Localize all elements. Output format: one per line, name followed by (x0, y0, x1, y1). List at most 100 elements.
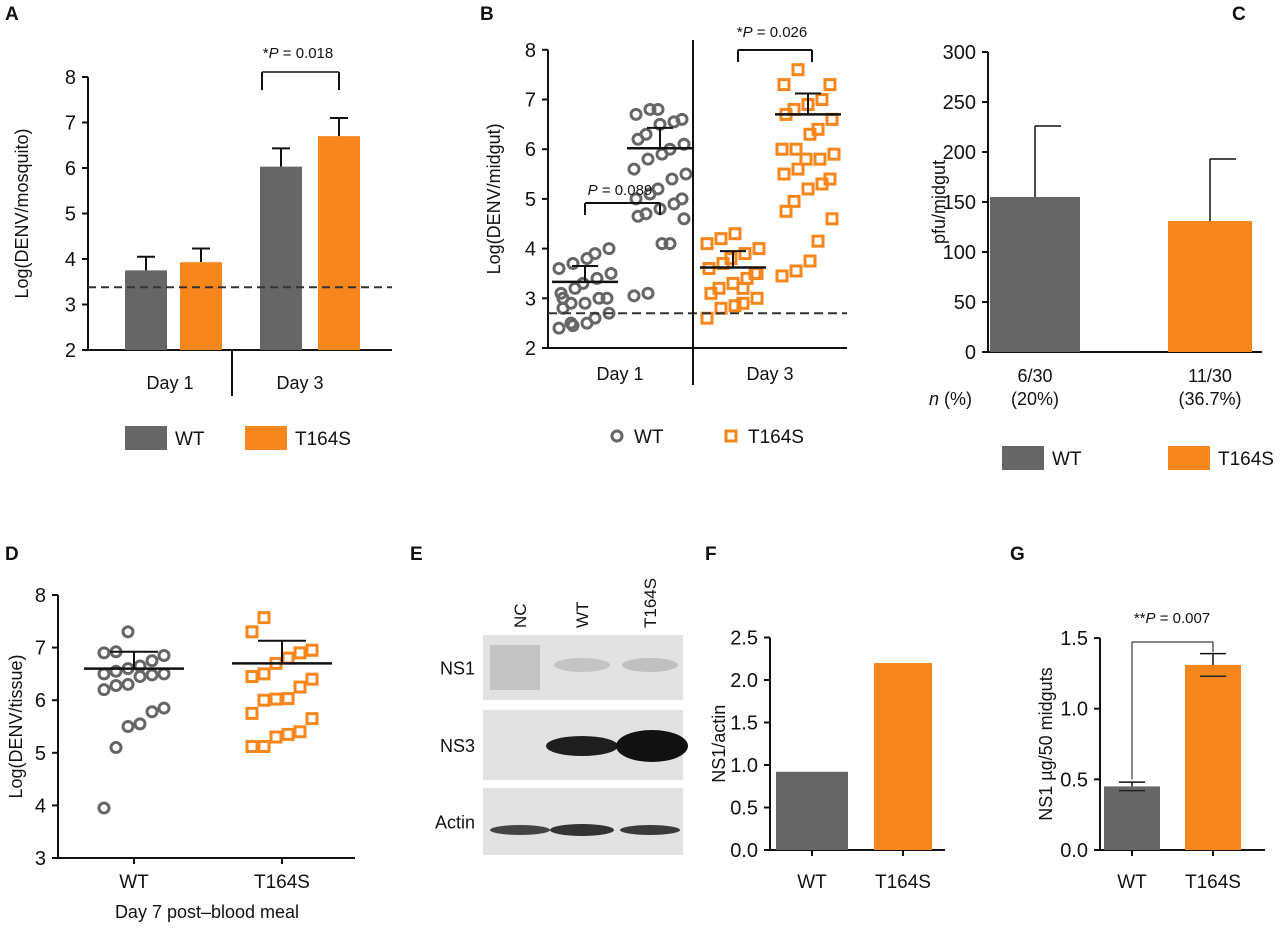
panel-b-point-t164s (811, 234, 825, 248)
panel-e-lane-label: T164S (641, 578, 660, 628)
panel-c-n-label: 6/30 (1017, 366, 1052, 386)
panel-d-point-t164s (245, 706, 259, 720)
panel-b-point-t164s (787, 102, 801, 116)
panel-label-C: C (1232, 4, 1246, 25)
panel-b-point-t164s (799, 152, 813, 166)
panel-b-y-axis-label: Log(DENV/midgut) (484, 123, 504, 274)
panel-e-band-ns3-wt (546, 736, 618, 756)
panel-c-y-axis-label: pfu/midgut (929, 160, 949, 244)
panel-b-point-t164s (789, 264, 803, 278)
panel-f-x-tick-label: WT (797, 872, 827, 893)
panel-b-point-t164s (775, 142, 789, 156)
panel-d-point-wt (157, 648, 171, 662)
panel-g-y-tick-label: 0.5 (1060, 769, 1088, 791)
panel-b-point-wt (602, 242, 616, 256)
panel-b-point-wt (641, 286, 655, 300)
panel-e-band-actin-wt (550, 824, 614, 836)
panel-b-point-wt (675, 192, 689, 206)
panel-d-point-wt (145, 705, 159, 719)
panel-b-point-t164s (775, 269, 789, 283)
panel-f-bar-wt (776, 771, 848, 850)
panel-e-band-ns1-wt (554, 658, 610, 672)
panel-d-point-wt (121, 625, 135, 639)
panel-d-x-axis-label: Day 7 post–blood meal (115, 902, 299, 922)
panel-d-point-t164s (245, 670, 259, 684)
panel-c-n-label: 11/30 (1188, 366, 1232, 386)
panel-d-point-wt (145, 654, 159, 668)
panel-d-x-tick-label: T164S (254, 872, 310, 893)
panel-d-point-wt (109, 664, 123, 678)
panel-b-point-wt (564, 316, 578, 330)
panel-f-x-tick-label: T164S (875, 872, 931, 893)
panel-e-band-actin-nc (490, 825, 550, 835)
panel-b-point-t164s (712, 281, 726, 295)
panel-d-point-t164s (281, 651, 295, 665)
panel-e-band-ns1-nc (490, 645, 540, 690)
panel-b-point-wt (639, 207, 653, 221)
panel-b-point-wt (641, 152, 655, 166)
panel-d-y-tick-label: 6 (35, 690, 46, 712)
legend-label-wt: WT (634, 427, 664, 448)
panel-d-point-t164s (257, 667, 271, 681)
panel-c-y-tick-label: 250 (943, 92, 976, 114)
panel-c-y-tick-label: 200 (943, 142, 976, 164)
panel-d-point-wt (109, 678, 123, 692)
panel-b-point-t164s (728, 299, 742, 313)
panel-c-bar-t164s (1168, 221, 1252, 352)
panel-e-band-ns3-t164s (616, 730, 688, 762)
panel-a-y-tick-label: 4 (65, 249, 76, 271)
panel-d-point-t164s (305, 712, 319, 726)
panel-label-E: E (410, 544, 423, 565)
panel-c-bar-wt (990, 197, 1080, 352)
panel-a-y-tick-label: 7 (65, 113, 76, 135)
panel-b-y-tick-label: 2 (525, 338, 536, 360)
legend-label-wt: WT (175, 429, 205, 450)
legend-swatch-t164s (245, 426, 287, 450)
panel-b-point-wt (576, 276, 590, 290)
panel-b-group-label: Day 1 (596, 364, 643, 384)
panel-b-point-t164s (823, 172, 837, 186)
panel-b-y-tick-label: 7 (525, 90, 536, 112)
legend-label-wt: WT (1052, 449, 1082, 470)
panel-b-point-t164s (736, 296, 750, 310)
panel-f-y-axis-label: NS1/actin (709, 705, 729, 783)
panel-d-y-tick-label: 8 (35, 585, 46, 607)
panel-e-row-label: Actin (435, 813, 475, 833)
panel-d-point-wt (97, 667, 111, 681)
panel-label-F: F (705, 544, 717, 565)
panel-b-point-t164s (803, 254, 817, 268)
panel-b-point-t164s (700, 311, 714, 325)
panel-b-point-wt (588, 247, 602, 261)
panel-label-D: D (5, 544, 19, 565)
panel-e-blot-strip (483, 788, 683, 855)
panel-b-y-tick-label: 3 (525, 288, 536, 310)
panel-c-y-tick-label: 0 (965, 342, 976, 364)
panel-g-bar-wt (1104, 786, 1160, 850)
panel-d-point-wt (157, 701, 171, 715)
panel-b-point-t164s (750, 266, 764, 280)
panel-b-point-wt (651, 102, 665, 116)
panel-g-x-tick-label: T164S (1185, 872, 1241, 893)
panel-b-point-t164s (736, 281, 750, 295)
panel-b-point-t164s (738, 247, 752, 261)
panel-d-point-wt (145, 668, 159, 682)
panel-e-band-ns1-t164s (622, 658, 678, 672)
panel-b-point-wt (675, 112, 689, 126)
legend-label-t164s: T164S (1218, 449, 1274, 470)
panel-a-bar-t164s (318, 136, 360, 350)
panel-d-point-t164s (257, 611, 271, 625)
panel-b-point-wt (629, 107, 643, 121)
panel-d-y-tick-label: 3 (35, 848, 46, 870)
panel-b-point-wt (663, 237, 677, 251)
panel-d-point-t164s (245, 625, 259, 639)
panel-b-point-wt (627, 289, 641, 303)
panel-g-p-value: **P = 0.007 (1134, 610, 1210, 627)
panel-b-point-wt (578, 296, 592, 310)
legend-swatch-wt (1002, 446, 1044, 470)
panel-label-B: B (480, 4, 494, 25)
panel-a-y-axis-label: Log(DENV/mosquito) (12, 128, 32, 298)
panel-g-y-axis-label: NS1 µg/50 midguts (1036, 667, 1056, 820)
panel-b-point-t164s (791, 162, 805, 176)
panel-b-point-wt (677, 212, 691, 226)
